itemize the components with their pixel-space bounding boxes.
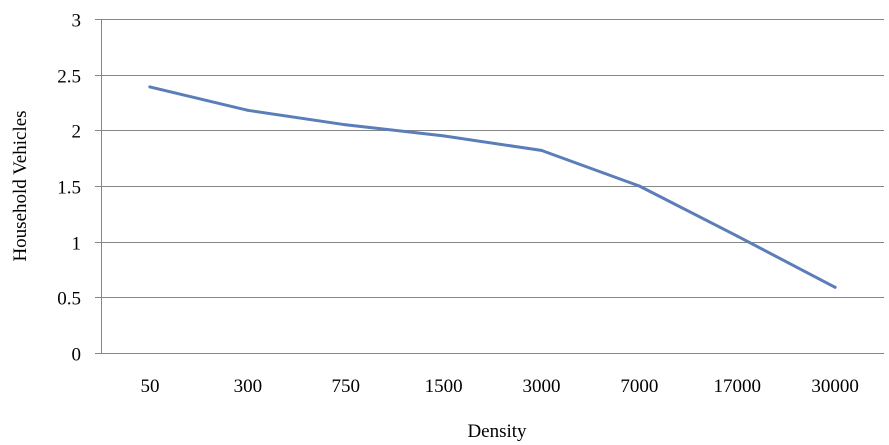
y-tick-label: 0: [72, 345, 82, 366]
data-point: [539, 148, 543, 152]
y-axis-tick-labels: 0 0.5 1 1.5 2 2.5 3: [57, 11, 81, 366]
gridlines: [95, 19, 884, 354]
data-point: [148, 85, 152, 89]
series-layer: [148, 85, 837, 289]
data-point: [344, 123, 348, 127]
y-tick-label: 0.5: [57, 289, 81, 310]
y-tick-label: 1: [72, 234, 82, 255]
x-tick-label: 300: [234, 376, 263, 397]
data-point: [442, 134, 446, 138]
y-tick-label: 2.5: [57, 67, 81, 88]
y-tick-label: 1.5: [57, 178, 81, 199]
data-point: [833, 285, 837, 289]
x-tick-label: 1500: [425, 376, 463, 397]
x-axis-tick-labels: 50 300 750 1500 3000 7000 17000 30000: [140, 376, 858, 397]
y-axis-title: Household Vehicles: [10, 110, 31, 261]
x-tick-label: 7000: [620, 376, 658, 397]
x-tick-label: 750: [331, 376, 360, 397]
data-point: [735, 234, 739, 238]
x-tick-label: 3000: [522, 376, 560, 397]
y-tick-label: 3: [72, 11, 82, 32]
series-line: [148, 85, 837, 289]
x-tick-label: 17000: [713, 376, 761, 397]
data-point: [637, 184, 641, 188]
x-tick-label: 30000: [811, 376, 859, 397]
data-point: [246, 108, 250, 112]
x-axis-title: Density: [467, 421, 527, 442]
x-tick-label: 50: [140, 376, 159, 397]
y-tick-label: 2: [72, 122, 82, 143]
